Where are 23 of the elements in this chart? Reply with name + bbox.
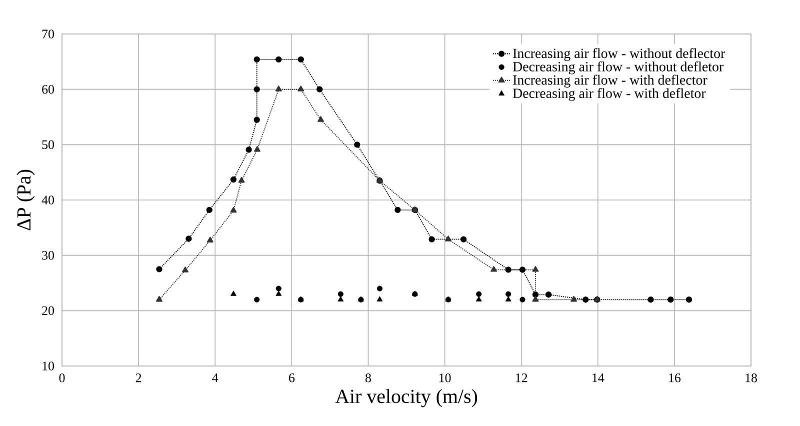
y-tick-label: 50 (42, 140, 54, 150)
legend-label: Decreasing air flow - with defletor (512, 88, 706, 101)
legend-label: Increasing air flow - with deflector (513, 74, 708, 88)
y-tick-label: 20 (42, 306, 54, 316)
x-tick-label: 0 (59, 374, 65, 382)
y-tick-label: 10 (42, 362, 54, 370)
x-tick-label: 14 (592, 374, 604, 382)
x-tick-label: 12 (516, 374, 528, 382)
y-axis-title: ΔP (Pa) (16, 170, 35, 230)
x-tick-label: 2 (136, 374, 142, 382)
x-tick-label: 16 (669, 374, 681, 382)
y-tick-label: 40 (42, 196, 54, 204)
x-tick-label: 18 (746, 374, 757, 382)
x-axis-title: Air velocity (m/s) (335, 389, 478, 408)
x-tick-label: 8 (365, 374, 371, 382)
y-tick-label: 60 (42, 84, 54, 94)
y-tick-label: 70 (42, 30, 54, 38)
x-tick-label: 4 (212, 374, 218, 382)
x-tick-label: 10 (439, 374, 451, 382)
y-tick-label: 30 (42, 250, 54, 260)
legend-label: Decreasing air flow - without defletor (512, 61, 724, 74)
legend-label: Increasing air flow - without deflector (513, 48, 726, 61)
x-tick-label: 6 (288, 374, 295, 382)
